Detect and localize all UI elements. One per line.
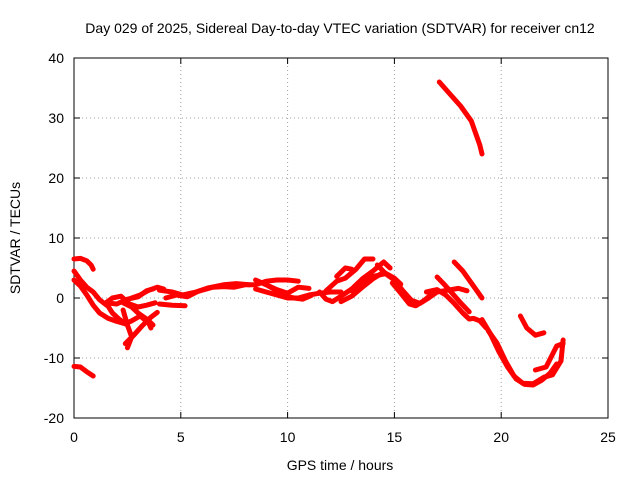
axis-ticks: 0 5 10 15 20 25 -20 -10 0 10 20 30 40 (44, 50, 616, 445)
y-tick-label: -20 (44, 410, 64, 426)
x-tick-label: 5 (177, 429, 185, 445)
x-tick-label: 25 (600, 429, 616, 445)
series-trace-25 (451, 259, 485, 301)
series-trace-22 (389, 280, 436, 309)
series-trace-17 (323, 256, 376, 294)
chart-title: Day 029 of 2025, Sidereal Day-to-day VTE… (85, 20, 595, 36)
series-trace-24 (434, 274, 472, 315)
y-tick-label: 30 (48, 110, 64, 126)
y-tick-label: -10 (44, 350, 64, 366)
series-trace-26 (436, 79, 485, 157)
y-tick-label: 20 (48, 170, 64, 186)
series-trace-18 (334, 265, 355, 279)
series-trace-31 (71, 363, 96, 379)
y-tick-label: 10 (48, 230, 64, 246)
grid (74, 58, 608, 418)
series-trace-20 (349, 271, 387, 294)
series-trace-28 (485, 328, 566, 387)
x-tick-label: 10 (280, 429, 296, 445)
x-tick-label: 0 (70, 429, 78, 445)
series-trace-1 (71, 255, 96, 272)
series-trace-29 (532, 341, 566, 373)
series-trace-3 (71, 277, 128, 327)
x-tick-label: 20 (493, 429, 509, 445)
series-trace-23 (423, 287, 489, 331)
y-tick-label: 40 (48, 50, 64, 66)
series-trace-30 (517, 313, 547, 338)
data-series (71, 79, 566, 388)
series-trace-10 (156, 301, 188, 309)
y-axis-label: SDTVAR / TECUs (7, 182, 23, 294)
series-trace-8 (103, 293, 158, 310)
y-tick-label: 0 (56, 290, 64, 306)
series-trace-15 (265, 283, 314, 302)
x-tick-label: 15 (387, 429, 403, 445)
series-trace-6 (122, 309, 160, 347)
series-trace-12 (163, 281, 252, 301)
x-axis-label: GPS time / hours (287, 457, 394, 473)
